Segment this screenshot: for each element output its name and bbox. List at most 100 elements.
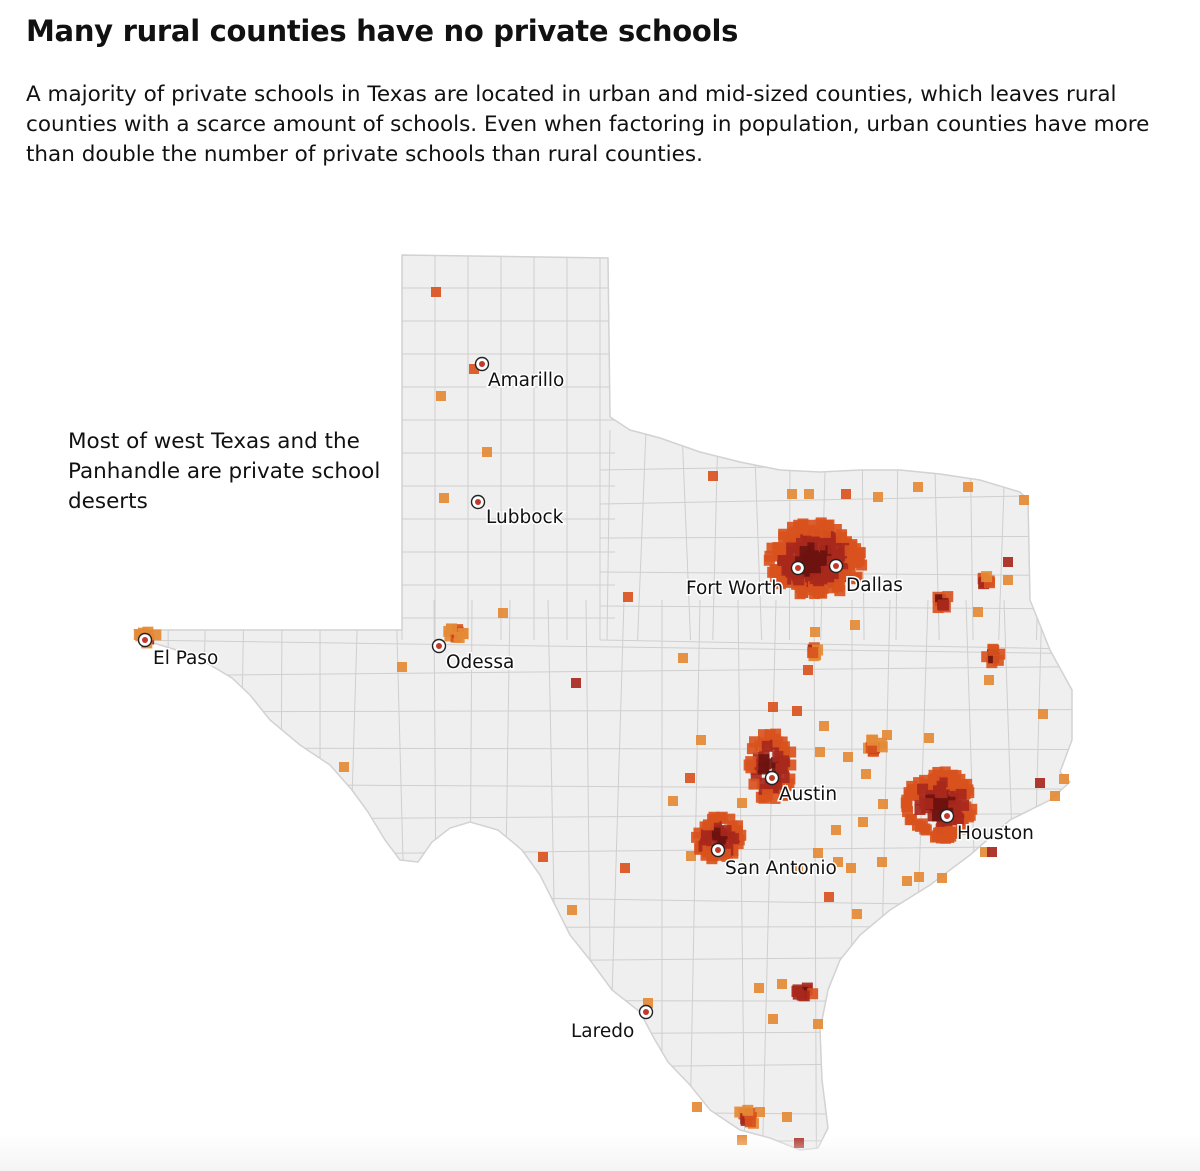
school-marker (950, 770, 962, 782)
school-marker (766, 542, 778, 554)
school-marker (744, 1116, 756, 1128)
chart-title: Many rural counties have no private scho… (26, 14, 739, 48)
school-marker (742, 1104, 754, 1116)
school-marker (916, 818, 928, 830)
county-border (850, 599, 853, 1150)
school-marker (731, 820, 743, 832)
school-marker (752, 759, 764, 771)
county-border (1077, 430, 1078, 640)
school-marker (1059, 774, 1069, 784)
school-marker (792, 988, 804, 1000)
school-marker (800, 571, 812, 583)
school-marker (827, 543, 839, 555)
school-marker (992, 654, 1004, 666)
school-marker (1019, 495, 1029, 505)
school-marker (802, 524, 814, 536)
school-marker (876, 741, 888, 753)
school-marker (958, 799, 970, 811)
school-marker (758, 754, 770, 766)
school-marker (769, 792, 781, 804)
county-border (688, 599, 701, 1150)
school-marker (994, 648, 1006, 660)
school-marker (877, 857, 887, 867)
school-marker (873, 492, 883, 502)
school-marker (686, 851, 696, 861)
school-marker (850, 557, 862, 569)
school-marker (445, 623, 457, 635)
desert-annotation: Most of west Texas and the Panhandle are… (68, 429, 381, 514)
school-marker (719, 848, 731, 860)
school-marker (904, 814, 916, 826)
school-marker (938, 599, 950, 611)
city-houston: Houston (939, 808, 1035, 846)
school-marker (764, 729, 776, 741)
school-marker (142, 626, 154, 638)
city-marker-dot (769, 775, 775, 781)
school-marker (955, 823, 967, 835)
school-marker (482, 447, 492, 457)
school-marker (798, 990, 810, 1002)
school-marker (793, 574, 805, 586)
county-border (1078, 600, 1080, 1160)
school-marker (710, 821, 722, 833)
bottom-fade (0, 1135, 1200, 1171)
school-marker (752, 751, 764, 763)
school-marker (1003, 575, 1013, 585)
school-marker (749, 736, 761, 748)
school-marker (783, 778, 795, 790)
school-marker (882, 730, 892, 740)
city-label: Houston (957, 823, 1034, 844)
school-marker (754, 740, 766, 752)
school-marker (469, 364, 479, 374)
school-marker (750, 770, 762, 782)
county-border (599, 639, 1072, 650)
school-marker (902, 876, 912, 886)
school-marker (794, 549, 806, 561)
school-marker (792, 706, 802, 716)
school-marker (841, 489, 851, 499)
school-marker (902, 806, 914, 818)
school-marker (838, 542, 850, 554)
school-marker (878, 799, 888, 809)
school-marker (811, 525, 823, 537)
school-marker (865, 742, 877, 754)
county-border (135, 709, 1072, 713)
school-marker (756, 777, 768, 789)
county-border (135, 1061, 1072, 1073)
city-marker-dot (643, 1009, 649, 1015)
school-marker (827, 567, 839, 579)
school-marker (850, 573, 862, 585)
school-marker (567, 905, 577, 915)
school-marker (708, 471, 718, 481)
school-marker (781, 562, 793, 574)
county-border (737, 599, 746, 1150)
school-marker (727, 833, 739, 845)
school-marker (816, 587, 828, 599)
school-marker (770, 564, 782, 576)
city-marker-dot (795, 565, 801, 571)
school-marker (917, 783, 929, 795)
school-marker (813, 848, 823, 858)
texas-outline (132, 254, 1073, 1151)
school-marker (984, 577, 996, 589)
county-border (190, 599, 207, 1150)
school-marker (844, 566, 856, 578)
school-marker (867, 734, 879, 746)
school-marker (846, 863, 856, 873)
school-marker (981, 651, 993, 663)
city-marker-dot (436, 643, 442, 649)
school-marker (819, 526, 831, 538)
school-marker (814, 539, 826, 551)
city-lubbock: Lubbock (470, 494, 565, 530)
school-marker (830, 523, 842, 535)
school-marker (827, 582, 839, 594)
school-marker (922, 798, 934, 810)
school-marker (815, 517, 827, 529)
school-marker (758, 763, 770, 775)
school-marker (452, 624, 464, 636)
school-marker (834, 579, 846, 591)
school-marker (678, 653, 688, 663)
school-marker (942, 591, 954, 603)
school-marker (431, 287, 441, 297)
